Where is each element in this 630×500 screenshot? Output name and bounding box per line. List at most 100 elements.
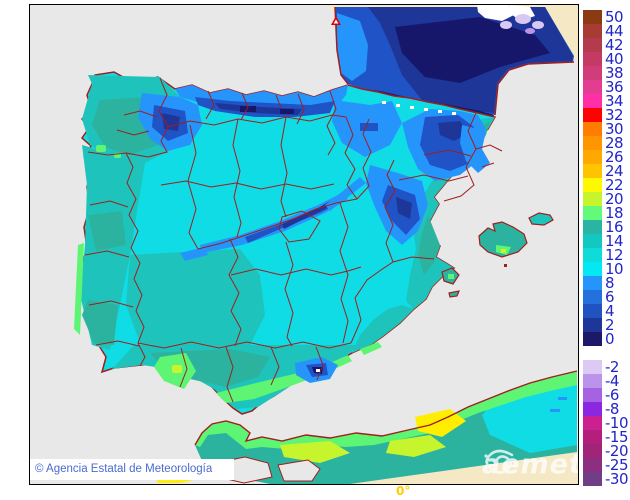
legend-row: 0: [583, 330, 623, 348]
map-canvas: aemet © Agencia Estatal de Meteorología: [29, 4, 579, 485]
legend-row: -4: [583, 372, 628, 390]
teal-green-zones: [82, 97, 490, 387]
legend-row: 22: [583, 176, 624, 194]
legend-value-label: 20: [605, 190, 624, 208]
legend-color-swatch: [583, 10, 602, 24]
legend-row: 28: [583, 136, 624, 151]
legend-value-label: -8: [605, 400, 619, 418]
legend-value-label: -15: [605, 428, 629, 446]
mallorca: [478, 221, 528, 258]
legend-value-label: 42: [605, 36, 624, 54]
legend-row: 8: [583, 274, 623, 292]
legend-row: 34: [583, 92, 624, 110]
legend-value-label: 4: [605, 302, 615, 320]
legend-row: 10: [583, 260, 624, 278]
legend-value-label: 26: [605, 148, 624, 166]
legend-value-label: -2: [605, 358, 619, 376]
legend-value-label: 10: [605, 260, 624, 278]
legend-row: 26: [583, 148, 624, 166]
legend-value-label: -10: [605, 414, 629, 432]
legend-value-label: 6: [605, 288, 615, 306]
legend-value-label: -25: [605, 456, 629, 474]
legend-color-swatch: [583, 94, 602, 108]
legend-color-swatch: [583, 276, 602, 290]
legend-color-swatch: [583, 80, 602, 94]
legend-row: 42: [583, 36, 624, 54]
legend-color-swatch: [583, 388, 602, 402]
legend-row: 16: [583, 218, 624, 236]
legend-value-label: -6: [605, 386, 619, 404]
legend-color-swatch: [583, 416, 602, 430]
legend-value-label: -20: [605, 442, 629, 460]
yellow-green-spot: [172, 365, 182, 373]
legend-color-swatch: [583, 108, 602, 122]
cold-patch-massif-central: [477, 5, 544, 34]
balearic-islands: [441, 212, 554, 298]
attribution-box: © Agencia Estatal de Meteorología: [30, 459, 234, 480]
legend-row: -10: [583, 414, 629, 432]
legend-color-swatch: [583, 192, 602, 206]
aemet-watermark: aemet: [482, 446, 578, 482]
legend-color-swatch: [583, 66, 602, 80]
legend-row: 24: [583, 164, 624, 179]
legend-value-label: 50: [605, 8, 624, 26]
legend-color-swatch: [583, 332, 602, 346]
legend-color-swatch: [583, 220, 602, 234]
legend-row: 18: [583, 204, 624, 222]
legend-value-label: 8: [605, 274, 615, 292]
legend-color-swatch: [583, 122, 602, 136]
legend-value-label: -4: [605, 372, 619, 390]
legend-color-swatch: [583, 360, 602, 374]
legend-color-swatch: [583, 52, 602, 66]
legend-value-label: 22: [605, 176, 624, 194]
no-data-land-bottom: [350, 452, 578, 484]
legend-color-swatch: [583, 430, 602, 444]
legend-value-label: 0: [605, 330, 615, 348]
iberia-region: [74, 71, 497, 415]
pyrenees-snow-dots: [382, 101, 456, 115]
legend-value-label: 36: [605, 78, 624, 96]
legend-value-label: 16: [605, 218, 624, 236]
legend-row: -2: [583, 358, 628, 376]
legend-value-label: -30: [605, 470, 629, 488]
temperature-map: [30, 5, 578, 484]
legend-row: 12: [583, 248, 624, 263]
meridian-label: 0°: [396, 484, 411, 498]
legend-color-swatch: [583, 178, 602, 192]
legend-row: 2: [583, 316, 623, 334]
legend-color-swatch: [583, 262, 602, 276]
legend-color-swatch: [583, 38, 602, 52]
legend-value-label: 18: [605, 204, 624, 222]
legend-row: -25: [583, 456, 629, 474]
legend-row: 40: [583, 52, 624, 67]
legend-value-label: 30: [605, 120, 624, 138]
legend-value-label: 38: [605, 64, 624, 82]
legend-positive-scale: 50 44 42 40 38 36: [583, 8, 624, 348]
legend-row: 30: [583, 120, 624, 138]
legend-color-swatch: [583, 290, 602, 304]
legend-color-swatch: [583, 444, 602, 458]
legend-row: 32: [583, 106, 624, 124]
legend-value-label: 32: [605, 106, 624, 124]
aemet-logo-icon: [484, 449, 517, 474]
legend-row: -15: [583, 428, 629, 446]
legend-color-swatch: [583, 458, 602, 472]
coastal-lagoon: [277, 459, 321, 482]
legend-color-swatch: [583, 164, 602, 178]
legend-row: 20: [583, 190, 624, 208]
menorca: [528, 212, 554, 226]
legend-color-swatch: [583, 24, 602, 38]
legend-value-label: 14: [605, 232, 624, 250]
attribution-text: © Agencia Estatal de Meteorología: [35, 463, 213, 475]
legend-row: 50: [583, 8, 624, 26]
legend-value-label: 34: [605, 92, 624, 110]
legend-value-label: 2: [605, 316, 615, 334]
cabrera-islet: [504, 264, 507, 267]
legend-negative-scale: -2 -4 -6 -8 -10 -15: [583, 358, 629, 488]
legend-color-swatch: [583, 318, 602, 332]
legend-row: 38: [583, 64, 624, 82]
legend-color-swatch: [583, 136, 602, 150]
legend-row: 36: [583, 78, 624, 96]
legend-color-swatch: [583, 234, 602, 248]
